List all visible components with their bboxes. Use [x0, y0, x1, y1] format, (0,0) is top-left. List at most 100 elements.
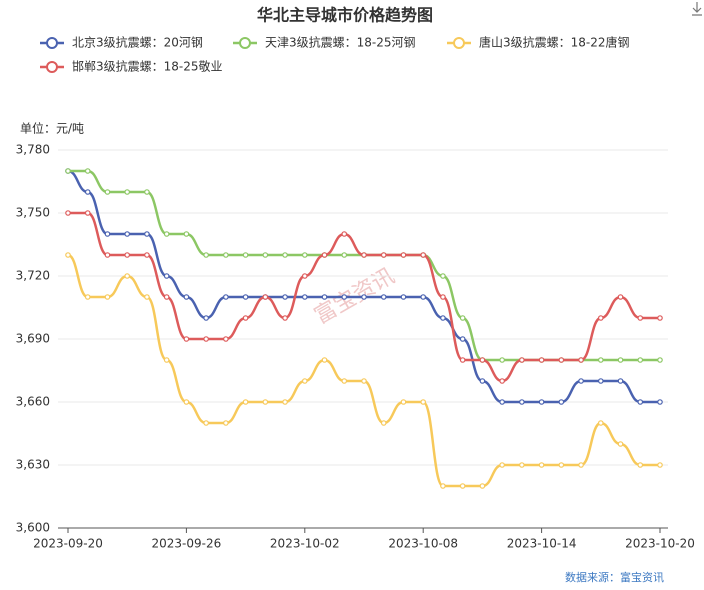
data-point — [499, 462, 505, 468]
data-point — [301, 378, 308, 384]
data-point — [65, 252, 71, 258]
data-point — [341, 231, 348, 237]
data-point — [380, 420, 387, 426]
data-point — [420, 294, 427, 300]
data-point — [558, 357, 565, 363]
data-point — [538, 357, 545, 363]
data-point — [124, 189, 131, 195]
data-point — [84, 294, 91, 300]
data-point — [538, 462, 545, 468]
data-point — [558, 462, 565, 468]
legend-label: 北京3级抗震螺：20河钢 — [72, 35, 203, 50]
data-point — [380, 294, 387, 300]
data-point — [65, 210, 71, 216]
legend-marker — [453, 37, 465, 49]
data-point — [321, 357, 328, 363]
y-tick-label: 3,600 — [16, 521, 50, 535]
data-point — [637, 399, 644, 405]
data-point — [301, 273, 308, 279]
data-point — [262, 252, 269, 258]
data-point — [104, 231, 111, 237]
legend-marker — [239, 37, 251, 49]
x-tick-label: 2023-10-14 — [507, 537, 577, 551]
data-point — [341, 252, 348, 258]
legend-label: 唐山3级抗震螺：18-22唐钢 — [479, 35, 630, 50]
data-point — [163, 273, 170, 279]
data-point — [459, 357, 466, 363]
data-point — [519, 399, 525, 405]
data-point — [459, 315, 466, 321]
data-point — [440, 273, 446, 279]
y-tick-label: 3,780 — [16, 143, 50, 157]
data-point — [499, 399, 505, 405]
data-point — [499, 357, 505, 363]
y-tick-label: 3,750 — [16, 206, 50, 220]
data-point — [65, 168, 71, 174]
data-point — [617, 294, 624, 300]
data-point — [597, 420, 604, 426]
data-point — [223, 420, 229, 426]
y-tick-label: 3,660 — [16, 395, 50, 409]
data-point — [242, 399, 249, 405]
data-point — [479, 483, 486, 489]
data-point — [597, 378, 604, 384]
data-point — [400, 294, 407, 300]
data-point — [144, 252, 150, 258]
data-point — [597, 315, 604, 321]
data-point — [183, 294, 190, 300]
data-point — [301, 252, 308, 258]
data-point — [380, 252, 387, 258]
download-icon[interactable] — [692, 2, 702, 16]
data-point — [104, 189, 111, 195]
data-point — [321, 294, 328, 300]
data-point — [637, 462, 644, 468]
data-point — [657, 357, 663, 363]
x-tick-label: 2023-09-26 — [152, 537, 222, 551]
data-point — [262, 399, 269, 405]
download-glyph[interactable] — [692, 2, 702, 16]
data-point — [657, 315, 663, 321]
data-point — [223, 294, 229, 300]
data-point — [104, 294, 111, 300]
data-point — [282, 294, 288, 300]
data-point — [282, 315, 288, 321]
data-point — [242, 294, 249, 300]
data-point — [124, 231, 131, 237]
data-point — [459, 336, 466, 342]
data-point — [223, 252, 229, 258]
data-point — [637, 315, 644, 321]
data-point — [440, 315, 446, 321]
data-point — [341, 294, 348, 300]
data-point — [242, 252, 249, 258]
data-point — [420, 399, 427, 405]
data-point — [282, 399, 288, 405]
data-point — [578, 462, 584, 468]
data-point — [282, 252, 288, 258]
data-point — [301, 294, 308, 300]
data-point — [203, 252, 209, 258]
data-point — [578, 378, 584, 384]
data-point — [400, 399, 407, 405]
data-point — [144, 189, 150, 195]
data-point — [479, 357, 486, 363]
data-point — [558, 399, 565, 405]
data-point — [617, 378, 624, 384]
data-point — [84, 189, 91, 195]
data-point — [104, 252, 111, 258]
data-point — [578, 357, 584, 363]
y-tick-label: 3,720 — [16, 269, 50, 283]
data-point — [617, 441, 624, 447]
data-point — [203, 420, 209, 426]
data-point — [341, 378, 348, 384]
data-point — [163, 294, 170, 300]
data-point — [361, 294, 367, 300]
data-point — [361, 378, 367, 384]
data-point — [242, 315, 249, 321]
chart-title: 华北主导城市价格趋势图 — [257, 6, 433, 25]
data-point — [657, 399, 663, 405]
data-point — [321, 252, 328, 258]
data-point — [420, 252, 427, 258]
x-tick-label: 2023-10-02 — [270, 537, 340, 551]
data-point — [617, 357, 624, 363]
